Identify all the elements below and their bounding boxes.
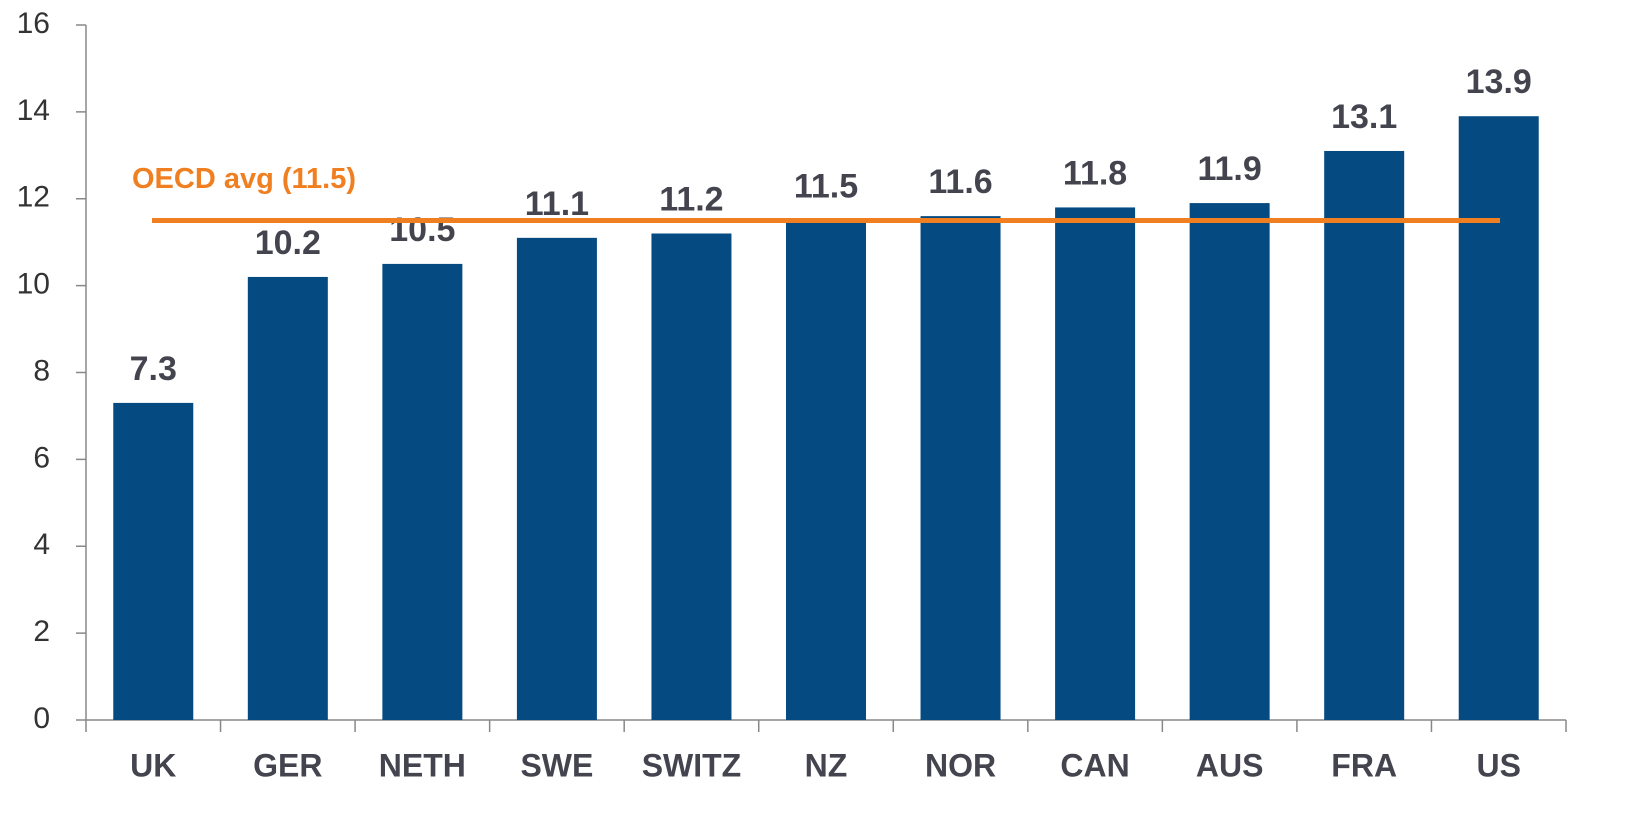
y-tick-label: 4 [33, 528, 50, 561]
bar [920, 216, 1001, 720]
x-tick-label: UK [130, 747, 176, 783]
bar [247, 276, 328, 720]
y-tick-label: 14 [17, 94, 50, 127]
x-tick-label: US [1477, 747, 1521, 783]
data-label: 11.9 [1197, 150, 1261, 188]
y-tick-label: 0 [33, 702, 50, 735]
data-label: 11.8 [1063, 154, 1127, 192]
y-tick-label: 12 [17, 181, 50, 214]
bar [786, 220, 866, 720]
x-tick-label: NOR [925, 747, 996, 783]
x-tick-label: NETH [379, 747, 466, 783]
data-label: 13.1 [1331, 98, 1397, 136]
data-label: 11.6 [928, 163, 992, 201]
y-tick-label: 10 [17, 268, 50, 301]
data-label: 7.3 [130, 350, 177, 388]
data-label: 11.1 [525, 185, 589, 223]
bar [113, 402, 194, 720]
y-tick-label: 8 [33, 354, 50, 387]
y-tick-label: 16 [17, 7, 50, 40]
x-tick-label: NZ [805, 747, 848, 783]
data-label: 10.2 [255, 224, 321, 262]
bar [516, 237, 597, 720]
data-label: 10.5 [389, 211, 455, 249]
y-tick-label: 6 [33, 441, 50, 474]
x-tick-label: SWITZ [642, 747, 742, 783]
x-tick-label: SWE [520, 747, 593, 783]
x-tick-label: AUS [1196, 747, 1264, 783]
y-tick-label: 2 [33, 615, 50, 648]
reference-label: OECD avg (11.5) [132, 163, 356, 195]
bar [382, 263, 463, 720]
bar [651, 233, 732, 720]
bar [1324, 150, 1405, 720]
data-label: 11.2 [659, 180, 723, 218]
bar [1055, 207, 1136, 720]
x-tick-label: GER [253, 747, 322, 783]
x-tick-label: CAN [1060, 747, 1129, 783]
x-tick-label: FRA [1331, 747, 1397, 783]
data-label: 13.9 [1466, 63, 1532, 101]
bar [1458, 116, 1539, 720]
data-label: 11.5 [794, 167, 858, 205]
bar [1189, 203, 1270, 720]
